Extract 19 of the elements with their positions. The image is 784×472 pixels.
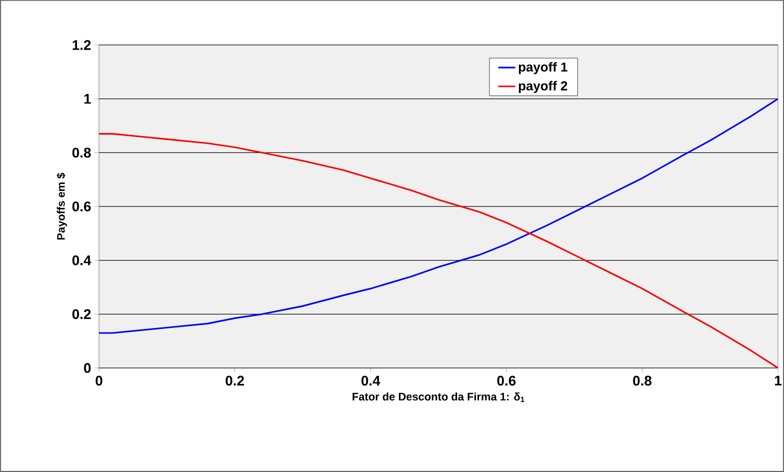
y-tick-label: 0 — [84, 363, 91, 373]
line-series — [99, 133, 778, 368]
legend-label: payoff 1 — [518, 62, 568, 74]
x-axis-title: Fator de Desconto da Firma 1: δ$_{1}$ — [352, 392, 524, 402]
y-tick-label: 1.2 — [72, 40, 91, 50]
y-tick-label: 0.8 — [72, 148, 91, 158]
y-axis-title: Payoffs em $ — [56, 172, 67, 240]
x-tick-label: 0.4 — [361, 376, 380, 386]
line-series — [99, 98, 778, 334]
y-tick-label: 0.6 — [72, 202, 91, 212]
y-tick-label: 1 — [84, 94, 91, 104]
x-tick-label: 1 — [775, 376, 782, 386]
x-tick-label: 0.2 — [226, 376, 244, 386]
legend-label: payoff 2 — [518, 80, 568, 94]
x-tick-label: 0 — [96, 376, 102, 386]
x-tick-label: 0.6 — [497, 376, 516, 386]
x-tick-label: 0.8 — [633, 376, 652, 386]
y-tick-label: 0.2 — [72, 309, 91, 320]
y-tick-label: 0.4 — [72, 255, 92, 266]
